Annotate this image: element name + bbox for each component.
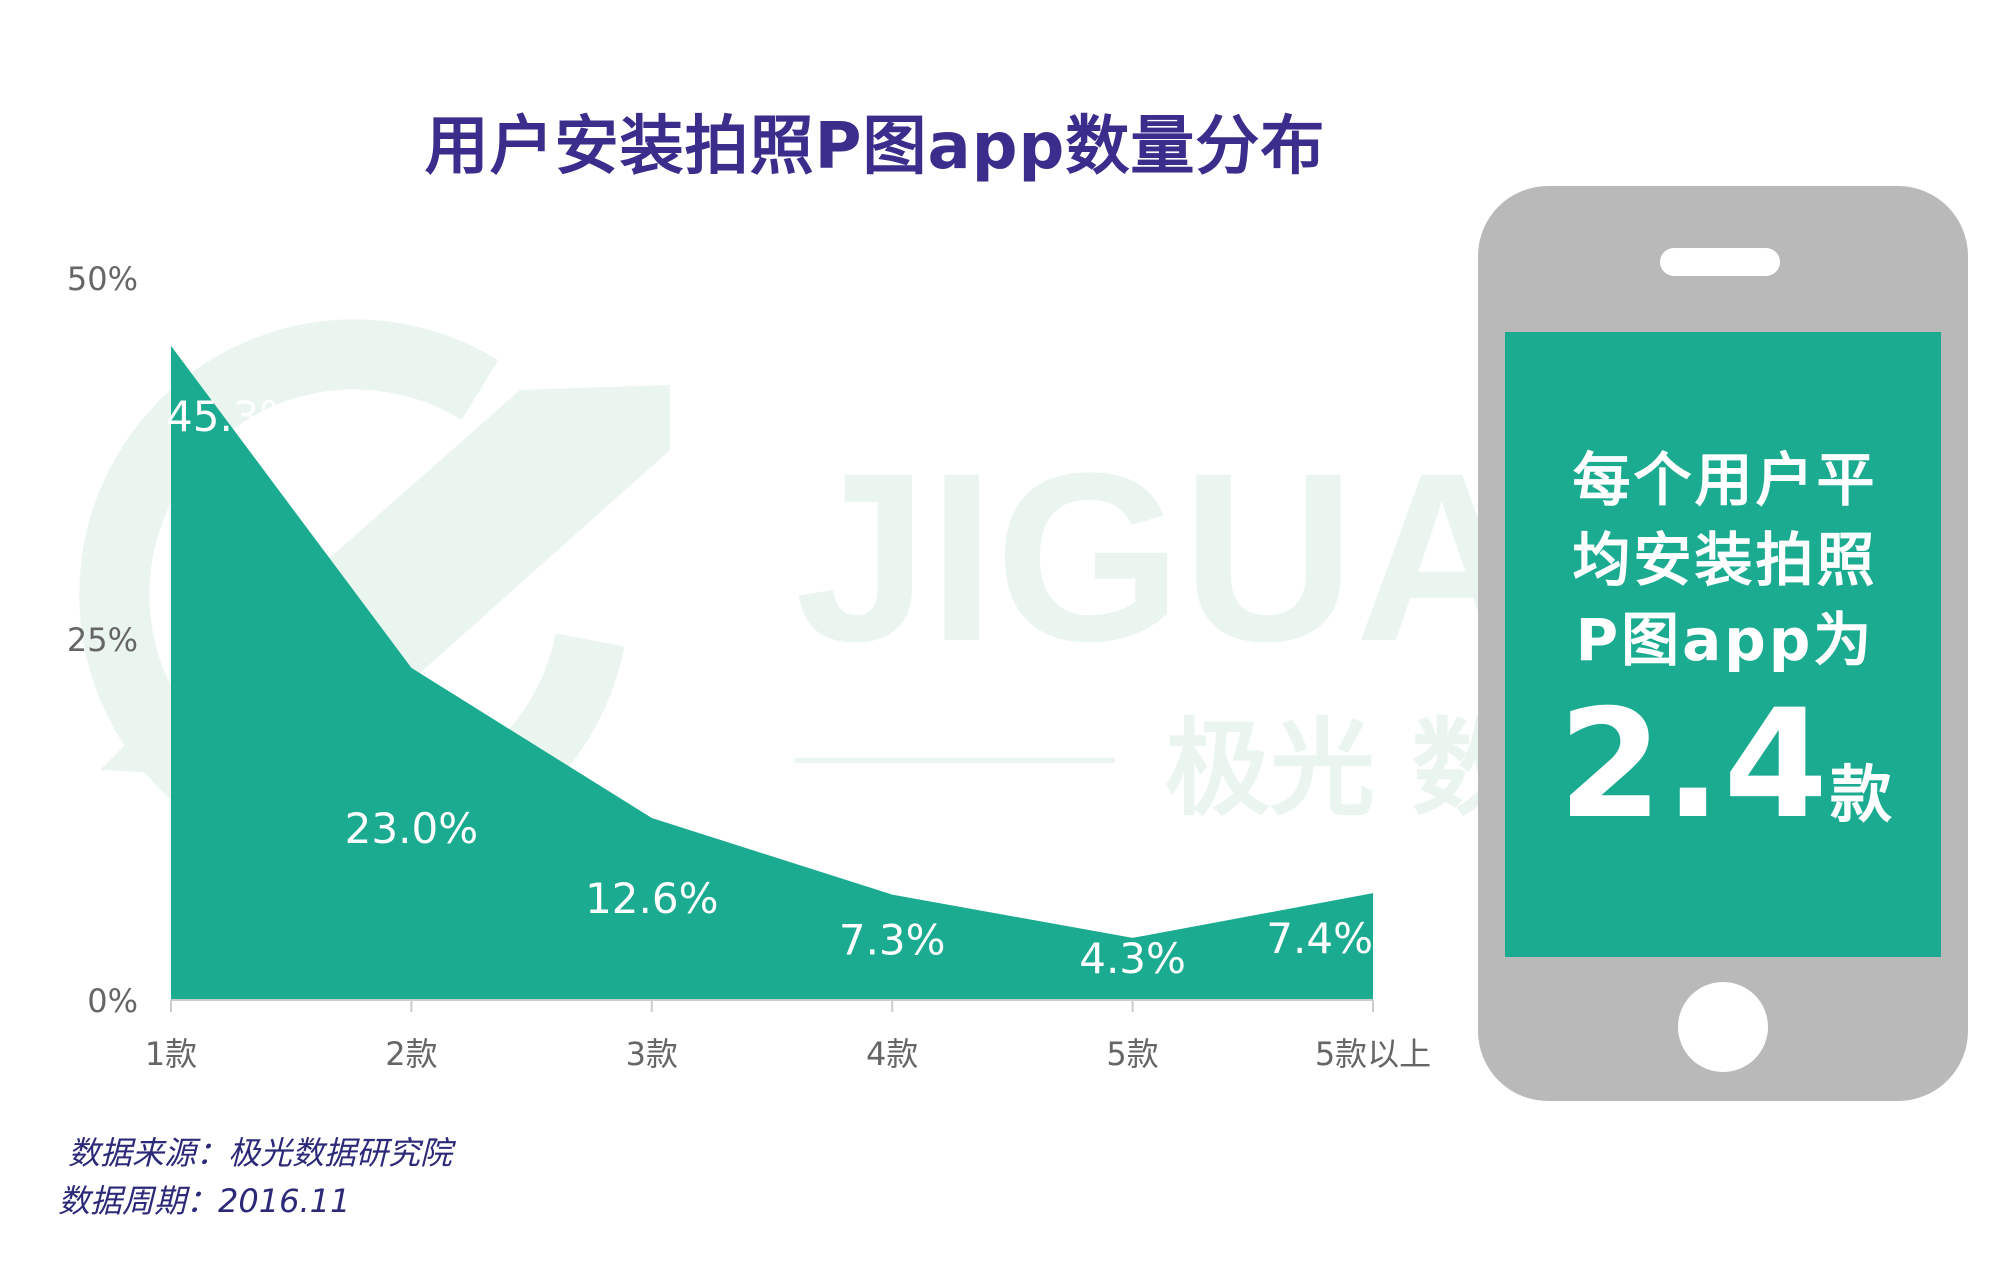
phone-unit: 款	[1829, 758, 1892, 831]
data-period: 数据周期：2016.11	[58, 1182, 351, 1220]
y-tick-label: 25%	[67, 621, 138, 659]
x-tick-label: 5款以上	[1315, 1035, 1431, 1073]
phone-home-button	[1678, 982, 1768, 1072]
y-tick-label: 50%	[67, 260, 138, 298]
y-axis-labels: 0% 25% 50%	[67, 260, 138, 1020]
data-label: 4.3%	[1079, 934, 1186, 983]
data-label: 7.4%	[1266, 914, 1373, 963]
x-tick-label: 5款	[1106, 1035, 1158, 1073]
phone-illustration	[1478, 186, 1968, 1101]
data-label: 12.6%	[585, 874, 718, 923]
x-tick-label: 4款	[866, 1035, 918, 1073]
data-label: 23.0%	[345, 804, 478, 853]
watermark-divider	[795, 758, 1115, 763]
distribution-area	[171, 345, 1373, 1000]
y-tick-label: 0%	[87, 982, 138, 1020]
phone-text-line-2: 均安装拍照	[1572, 526, 1878, 594]
phone-average-value: 2.4款	[1510, 690, 1940, 840]
data-label: 45.3%	[166, 392, 299, 441]
x-tick-label: 2款	[385, 1035, 437, 1073]
phone-text-line-3: P图app为	[1575, 606, 1875, 674]
data-label: 7.3%	[839, 916, 946, 965]
phone-text-line-1: 每个用户平	[1572, 446, 1878, 514]
x-axis-labels: 1款 2款 3款 4款 5款 5款以上	[145, 1035, 1431, 1073]
x-axis-ticks	[170, 1000, 1374, 1012]
data-labels: 45.3% 23.0% 12.6% 7.3% 4.3% 7.4%	[166, 392, 1373, 983]
phone-screen	[1505, 332, 1941, 957]
data-source: 数据来源：极光数据研究院	[68, 1134, 453, 1172]
x-tick-label: 3款	[626, 1035, 678, 1073]
phone-big-number: 2.4	[1558, 678, 1830, 852]
x-tick-label: 1款	[145, 1035, 197, 1073]
phone-speaker	[1660, 248, 1780, 276]
chart-title: 用户安装拍照P图app数量分布	[424, 110, 1326, 184]
